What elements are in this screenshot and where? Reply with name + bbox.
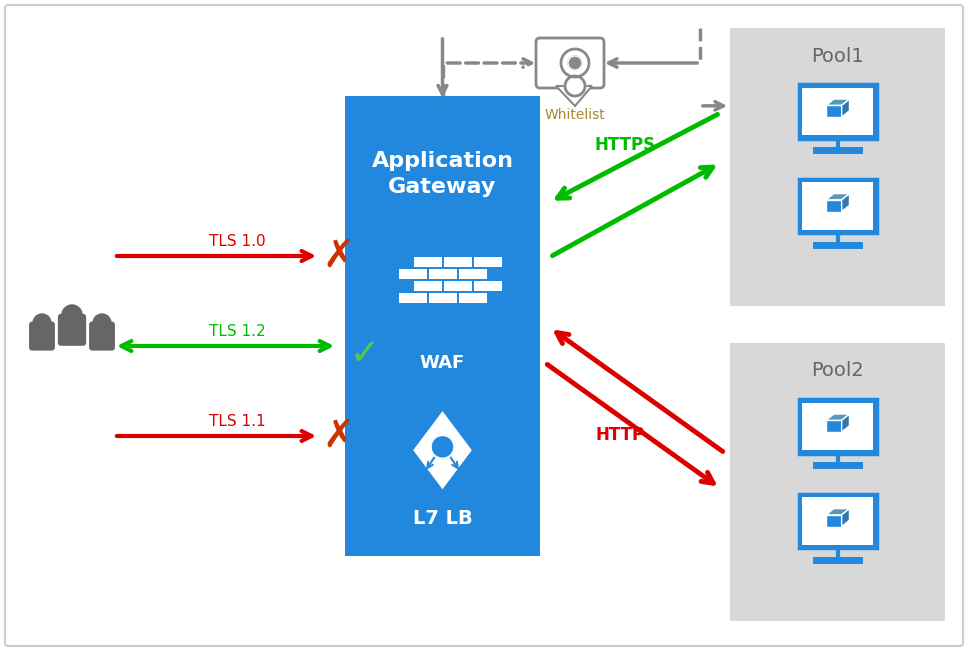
Circle shape [93,314,111,332]
Bar [802,403,873,450]
Polygon shape [841,193,850,212]
Bar [345,96,540,556]
Polygon shape [826,508,850,515]
Bar [459,293,487,303]
Text: TLS 1.0: TLS 1.0 [209,234,265,249]
FancyBboxPatch shape [5,5,963,646]
Polygon shape [826,200,841,212]
Circle shape [561,49,589,77]
Bar [413,281,441,291]
Bar [473,281,501,291]
Polygon shape [826,105,841,117]
Polygon shape [826,421,841,432]
Text: HTTP: HTTP [595,426,645,445]
Circle shape [565,76,585,96]
FancyBboxPatch shape [58,314,86,346]
Bar [799,179,876,233]
Polygon shape [841,414,850,432]
Bar [473,257,501,267]
FancyBboxPatch shape [536,38,604,88]
Polygon shape [841,508,850,527]
Text: L7 LB: L7 LB [412,508,472,527]
Text: Pool2: Pool2 [811,361,863,380]
Text: WAF: WAF [420,353,466,372]
Text: ✓: ✓ [349,337,380,371]
Polygon shape [826,193,850,200]
Text: HTTPS: HTTPS [594,136,655,154]
Text: ✗: ✗ [322,237,355,275]
Polygon shape [826,414,850,421]
Bar [443,257,471,267]
Bar [730,28,945,306]
Text: TLS 1.2: TLS 1.2 [209,324,265,340]
Text: Pool1: Pool1 [811,46,863,66]
FancyBboxPatch shape [89,322,115,351]
Text: TLS 1.1: TLS 1.1 [209,415,265,430]
Circle shape [568,56,582,70]
Bar [459,269,487,279]
Text: ✗: ✗ [322,417,355,455]
FancyBboxPatch shape [29,322,55,351]
Bar [429,269,457,279]
Bar [399,269,427,279]
Bar [443,281,471,291]
Bar [802,182,873,230]
Polygon shape [826,515,841,527]
Polygon shape [841,99,850,117]
Polygon shape [411,408,474,492]
Bar [399,293,427,303]
Bar [799,84,876,139]
Bar [413,257,441,267]
Circle shape [431,435,454,458]
Bar [802,497,873,545]
Text: Application
Gateway: Application Gateway [372,151,513,197]
Polygon shape [556,86,592,106]
Circle shape [33,314,51,332]
Bar [802,88,873,135]
Polygon shape [826,99,850,105]
Bar [799,399,876,454]
Bar [429,293,457,303]
Circle shape [62,305,82,325]
Text: Whitelist: Whitelist [545,108,605,122]
Bar [730,343,945,621]
Bar [799,493,876,548]
